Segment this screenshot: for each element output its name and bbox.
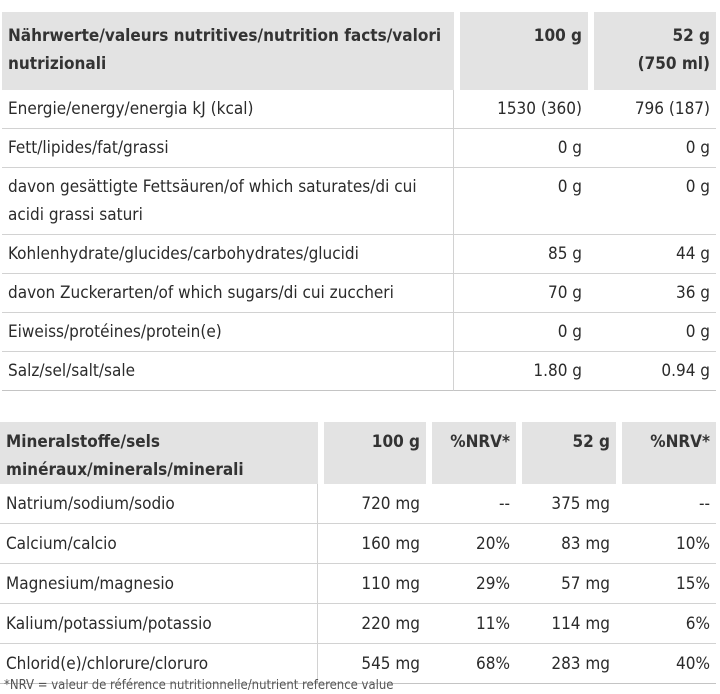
- value-per-portion: 0 g: [588, 129, 716, 168]
- value-per-portion: 57 mg: [516, 564, 616, 604]
- value-per-100g: 0 g: [454, 129, 588, 168]
- nutrition-row-carbohydrates: Kohlenhydrate/glucides/carbohydrates/glu…: [2, 235, 716, 274]
- nrv-per-portion: 40%: [616, 644, 716, 684]
- nutrient-label: davon gesättigte Fettsäuren/of which sat…: [2, 168, 454, 235]
- nrv-per-portion: 10%: [616, 524, 716, 564]
- value-per-portion: 83 mg: [516, 524, 616, 564]
- nrv-per-portion: 15%: [616, 564, 716, 604]
- nutrition-header-per-portion: 52 g (750 ml): [588, 12, 716, 90]
- nrv-per-100g: 20%: [426, 524, 516, 564]
- value-per-portion: 0.94 g: [588, 352, 716, 391]
- minerals-header-per-100g: 100 g: [318, 422, 426, 484]
- value-per-100g: 160 mg: [318, 524, 426, 564]
- value-per-100g: 720 mg: [318, 484, 426, 524]
- minerals-header-nrv-100g: %NRV*: [426, 422, 516, 484]
- value-per-100g: 0 g: [454, 168, 588, 235]
- nutrient-label: Energie/energy/energia kJ (kcal): [2, 90, 454, 129]
- mineral-label: Calcium/calcio: [0, 524, 318, 564]
- nutrition-facts-table: Nährwerte/valeurs nutritives/nutrition f…: [2, 12, 716, 391]
- nutrition-row-fat: Fett/lipides/fat/grassi 0 g 0 g: [2, 129, 716, 168]
- value-per-100g: 85 g: [454, 235, 588, 274]
- value-per-portion: 796 (187): [588, 90, 716, 129]
- minerals-row-chloride: Chlorid(e)/chlorure/cloruro 545 mg 68% 2…: [0, 644, 716, 684]
- minerals-header-label: Mineralstoffe/sels minéraux/minerals/min…: [0, 422, 318, 484]
- nutrient-label: Salz/sel/salt/sale: [2, 352, 454, 391]
- nutrition-row-saturates: davon gesättigte Fettsäuren/of which sat…: [2, 168, 716, 235]
- minerals-header-row: Mineralstoffe/sels minéraux/minerals/min…: [0, 422, 716, 484]
- nrv-per-portion: 6%: [616, 604, 716, 644]
- minerals-table: Mineralstoffe/sels minéraux/minerals/min…: [0, 422, 716, 684]
- nutrient-label: davon Zuckerarten/of which sugars/di cui…: [2, 274, 454, 313]
- nutrient-label: Fett/lipides/fat/grassi: [2, 129, 454, 168]
- nrv-per-portion: --: [616, 484, 716, 524]
- value-per-100g: 1530 (360): [454, 90, 588, 129]
- mineral-label: Natrium/sodium/sodio: [0, 484, 318, 524]
- value-per-100g: 545 mg: [318, 644, 426, 684]
- nutrition-header-per-100g: 100 g: [454, 12, 588, 90]
- nrv-per-100g: --: [426, 484, 516, 524]
- nutrition-header-per-portion-text: 52 g (750 ml): [637, 26, 710, 74]
- mineral-label: Magnesium/magnesio: [0, 564, 318, 604]
- minerals-row-sodium: Natrium/sodium/sodio 720 mg -- 375 mg --: [0, 484, 716, 524]
- nrv-per-100g: 11%: [426, 604, 516, 644]
- nutrition-header-row: Nährwerte/valeurs nutritives/nutrition f…: [2, 12, 716, 90]
- value-per-portion: 44 g: [588, 235, 716, 274]
- value-per-portion: 375 mg: [516, 484, 616, 524]
- minerals-header-nrv-portion: %NRV*: [616, 422, 716, 484]
- minerals-row-magnesium: Magnesium/magnesio 110 mg 29% 57 mg 15%: [0, 564, 716, 604]
- value-per-portion: 283 mg: [516, 644, 616, 684]
- nrv-per-100g: 68%: [426, 644, 516, 684]
- nutrition-row-salt: Salz/sel/salt/sale 1.80 g 0.94 g: [2, 352, 716, 391]
- minerals-row-potassium: Kalium/potassium/potassio 220 mg 11% 114…: [0, 604, 716, 644]
- value-per-portion: 114 mg: [516, 604, 616, 644]
- nutrition-row-energy: Energie/energy/energia kJ (kcal) 1530 (3…: [2, 90, 716, 129]
- value-per-100g: 220 mg: [318, 604, 426, 644]
- value-per-100g: 1.80 g: [454, 352, 588, 391]
- mineral-label: Chlorid(e)/chlorure/cloruro: [0, 644, 318, 684]
- nutrient-label: Eiweiss/protéines/protein(e): [2, 313, 454, 352]
- minerals-row-calcium: Calcium/calcio 160 mg 20% 83 mg 10%: [0, 524, 716, 564]
- nutrition-row-protein: Eiweiss/protéines/protein(e) 0 g 0 g: [2, 313, 716, 352]
- nutrient-label: Kohlenhydrate/glucides/carbohydrates/glu…: [2, 235, 454, 274]
- nrv-footnote: *NRV = valeur de référence nutritionnell…: [4, 678, 394, 693]
- nutrition-header-label: Nährwerte/valeurs nutritives/nutrition f…: [2, 12, 454, 90]
- minerals-header-per-portion: 52 g: [516, 422, 616, 484]
- mineral-label: Kalium/potassium/potassio: [0, 604, 318, 644]
- value-per-100g: 70 g: [454, 274, 588, 313]
- value-per-portion: 0 g: [588, 168, 716, 235]
- value-per-100g: 0 g: [454, 313, 588, 352]
- nrv-per-100g: 29%: [426, 564, 516, 604]
- value-per-portion: 0 g: [588, 313, 716, 352]
- value-per-portion: 36 g: [588, 274, 716, 313]
- nutrition-row-sugars: davon Zuckerarten/of which sugars/di cui…: [2, 274, 716, 313]
- value-per-100g: 110 mg: [318, 564, 426, 604]
